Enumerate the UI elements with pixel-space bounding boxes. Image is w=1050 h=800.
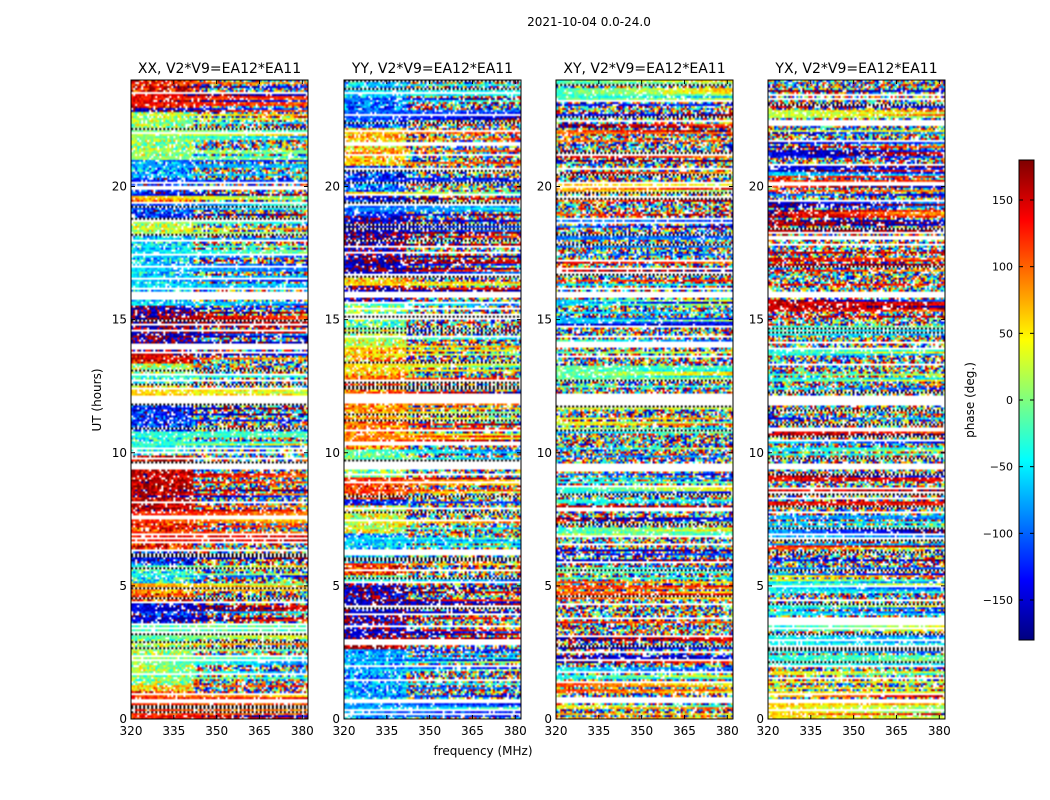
colorbar-tick-label: 150 [992, 194, 1013, 207]
axes-frame [767, 79, 946, 720]
phase-heatmap-xy [556, 80, 733, 719]
panel-title: XY, V2*V9=EA12*EA11 [563, 61, 725, 77]
colorbar: 150 100 50 0 −50 −100 −150 [983, 159, 1035, 641]
panel-xy: XY, V2*V9=EA12*EA11 320 335 350 365 380 0 5 10 15… [537, 61, 739, 738]
phase-heatmap-yy [344, 80, 521, 719]
colorbar-label: phase (deg.) [963, 362, 977, 438]
colorbar-tick-label: 100 [992, 261, 1013, 274]
y-tick-label: 20 [537, 180, 552, 194]
panel-xx: XX, V2*V9=EA12*EA11 320 335 350 365 380 0 5 10 15… [112, 61, 314, 738]
x-tick-label: 365 [673, 724, 696, 738]
x-tick-label: 320 [333, 724, 356, 738]
panel-title: YY, V2*V9=EA12*EA11 [351, 61, 513, 77]
y-tick-label: 5 [332, 579, 340, 593]
panel-yx: YX, V2*V9=EA12*EA11 320 335 350 365 380 0 5 10 15… [749, 61, 951, 738]
phase-heatmap-xx [131, 80, 308, 719]
x-tick-label: 380 [504, 724, 527, 738]
x-tick-label: 380 [291, 724, 314, 738]
colorbar-tick-label: −150 [983, 594, 1013, 607]
y-tick-label: 0 [332, 712, 340, 726]
axes-frame [343, 79, 522, 720]
y-tick-label: 5 [756, 579, 764, 593]
x-tick-label: 350 [418, 724, 441, 738]
x-tick-label: 350 [842, 724, 865, 738]
x-tick-label: 380 [716, 724, 739, 738]
panel-title: YX, V2*V9=EA12*EA11 [774, 61, 937, 77]
x-tick-label: 350 [630, 724, 653, 738]
panel-title: XX, V2*V9=EA12*EA11 [138, 61, 301, 77]
y-tick-label: 15 [325, 313, 340, 327]
y-tick-label: 10 [112, 446, 127, 460]
x-tick-label: 365 [885, 724, 908, 738]
axes-frame [555, 79, 734, 720]
x-tick-label: 365 [461, 724, 484, 738]
y-tick-label: 15 [537, 313, 552, 327]
x-tick-label: 335 [375, 724, 398, 738]
x-tick-label: 380 [928, 724, 951, 738]
panel-yy: YY, V2*V9=EA12*EA11 320 335 350 365 380 0 5 10 15… [325, 61, 527, 738]
y-tick-label: 20 [325, 180, 340, 194]
y-axis-label: UT (hours) [90, 368, 104, 431]
y-tick-label: 10 [749, 446, 764, 460]
colorbar-tick-label: 50 [999, 327, 1013, 340]
y-tick-label: 10 [537, 446, 552, 460]
x-tick-label: 320 [545, 724, 568, 738]
figure-title: 2021-10-04 0.0-24.0 [527, 15, 651, 29]
colorbar-tick-label: 0 [1006, 394, 1013, 407]
y-tick-label: 15 [112, 313, 127, 327]
y-tick-label: 0 [119, 712, 127, 726]
x-tick-label: 335 [587, 724, 610, 738]
y-tick-label: 10 [325, 446, 340, 460]
y-tick-label: 20 [112, 180, 127, 194]
y-tick-label: 15 [749, 313, 764, 327]
x-tick-label: 320 [757, 724, 780, 738]
colorbar-tick-label: −100 [983, 527, 1013, 540]
x-tick-label: 350 [205, 724, 228, 738]
phase-heatmap-yx [768, 80, 945, 719]
y-tick-label: 0 [544, 712, 552, 726]
x-tick-label: 365 [248, 724, 271, 738]
panels-group: XX, V2*V9=EA12*EA11 320 335 350 365 380 0 5 10 15… [112, 61, 951, 738]
x-tick-label: 320 [120, 724, 143, 738]
x-tick-label: 335 [799, 724, 822, 738]
colorbar-tick-label: −50 [990, 461, 1013, 474]
axes-frame [130, 79, 309, 720]
y-tick-label: 20 [749, 180, 764, 194]
y-tick-label: 5 [119, 579, 127, 593]
y-tick-label: 0 [756, 712, 764, 726]
x-tick-label: 335 [162, 724, 185, 738]
x-axis-label: frequency (MHz) [433, 744, 532, 758]
y-tick-label: 5 [544, 579, 552, 593]
